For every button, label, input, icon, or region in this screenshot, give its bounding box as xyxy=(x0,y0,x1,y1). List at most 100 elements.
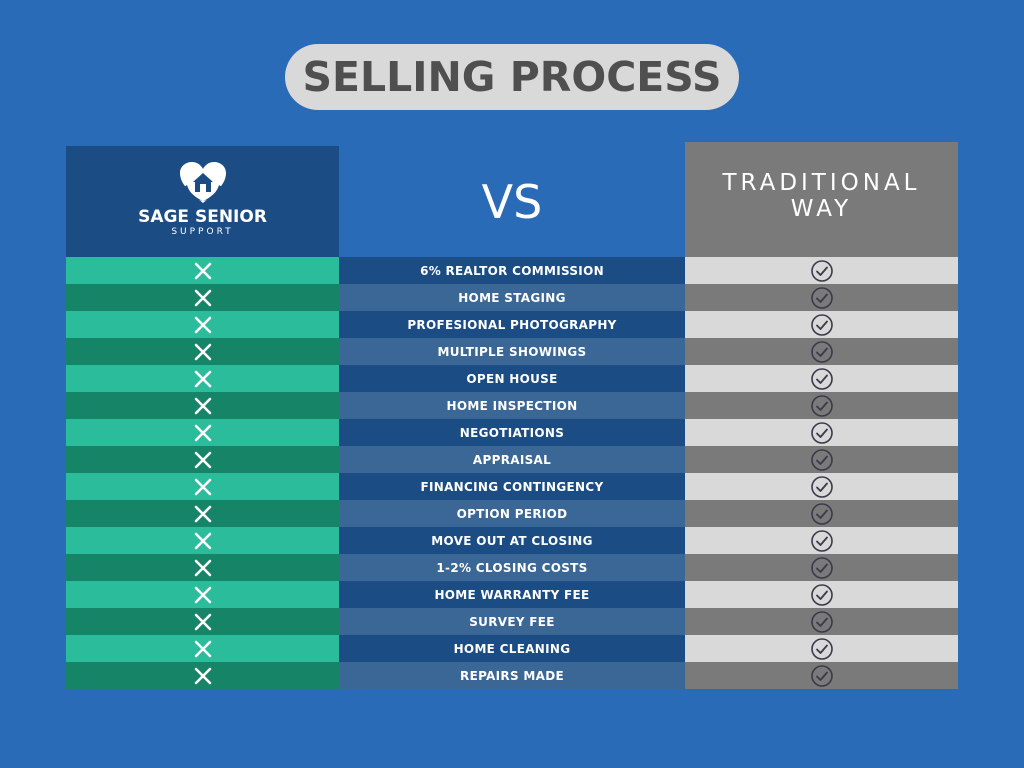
sage-cell xyxy=(66,419,339,446)
x-icon xyxy=(194,640,211,657)
comparison-table: 6% REALTOR COMMISSION HOME STAGING PROFESI… xyxy=(66,257,958,689)
sage-cell xyxy=(66,662,339,689)
x-icon xyxy=(194,316,211,333)
x-icon xyxy=(194,667,211,684)
check-circle-icon xyxy=(810,394,833,417)
row-label: 1-2% CLOSING COSTS xyxy=(339,554,685,581)
table-row: HOME CLEANING xyxy=(66,635,958,662)
sage-cell xyxy=(66,365,339,392)
row-label: APPRAISAL xyxy=(339,446,685,473)
table-row: HOME WARRANTY FEE xyxy=(66,581,958,608)
traditional-cell xyxy=(685,419,958,446)
traditional-cell xyxy=(685,311,958,338)
sage-cell xyxy=(66,581,339,608)
check-circle-icon xyxy=(810,259,833,282)
row-label: 6% REALTOR COMMISSION xyxy=(339,257,685,284)
traditional-line1: TRADITIONAL xyxy=(722,170,921,196)
brand-header: SAGE SENIOR SUPPORT xyxy=(66,146,339,257)
sage-cell xyxy=(66,608,339,635)
sage-cell xyxy=(66,527,339,554)
x-icon xyxy=(194,559,211,576)
x-icon xyxy=(194,370,211,387)
table-row: OPTION PERIOD xyxy=(66,500,958,527)
traditional-cell xyxy=(685,257,958,284)
brand-subtitle: SUPPORT xyxy=(171,226,234,237)
row-label: OPEN HOUSE xyxy=(339,365,685,392)
traditional-header: TRADITIONAL WAY xyxy=(685,142,958,257)
x-icon xyxy=(194,586,211,603)
sage-cell xyxy=(66,392,339,419)
row-label: NEGOTIATIONS xyxy=(339,419,685,446)
x-icon xyxy=(194,262,211,279)
traditional-cell xyxy=(685,473,958,500)
traditional-cell xyxy=(685,635,958,662)
sage-cell xyxy=(66,446,339,473)
traditional-cell xyxy=(685,554,958,581)
table-row: 6% REALTOR COMMISSION xyxy=(66,257,958,284)
check-circle-icon xyxy=(810,583,833,606)
table-row: REPAIRS MADE xyxy=(66,662,958,689)
page-title: SELLING PROCESS xyxy=(302,53,722,101)
check-circle-icon xyxy=(810,475,833,498)
row-label: MOVE OUT AT CLOSING xyxy=(339,527,685,554)
sage-cell xyxy=(66,284,339,311)
check-circle-icon xyxy=(810,421,833,444)
sage-cell xyxy=(66,500,339,527)
vs-label: VS xyxy=(481,174,543,229)
row-label: HOME STAGING xyxy=(339,284,685,311)
check-circle-icon xyxy=(810,610,833,633)
traditional-cell xyxy=(685,392,958,419)
sage-cell xyxy=(66,311,339,338)
traditional-cell xyxy=(685,446,958,473)
row-label: FINANCING CONTINGENCY xyxy=(339,473,685,500)
check-circle-icon xyxy=(810,448,833,471)
sage-cell xyxy=(66,257,339,284)
check-circle-icon xyxy=(810,502,833,525)
traditional-cell xyxy=(685,365,958,392)
row-label: PROFESIONAL PHOTOGRAPHY xyxy=(339,311,685,338)
table-row: PROFESIONAL PHOTOGRAPHY xyxy=(66,311,958,338)
table-row: 1-2% CLOSING COSTS xyxy=(66,554,958,581)
x-icon xyxy=(194,478,211,495)
table-row: FINANCING CONTINGENCY xyxy=(66,473,958,500)
table-row: NEGOTIATIONS xyxy=(66,419,958,446)
x-icon xyxy=(194,424,211,441)
traditional-cell xyxy=(685,608,958,635)
table-row: MOVE OUT AT CLOSING xyxy=(66,527,958,554)
x-icon xyxy=(194,343,211,360)
sage-cell xyxy=(66,338,339,365)
row-label: HOME CLEANING xyxy=(339,635,685,662)
table-row: OPEN HOUSE xyxy=(66,365,958,392)
x-icon xyxy=(194,289,211,306)
sage-cell xyxy=(66,635,339,662)
table-row: SURVEY FEE xyxy=(66,608,958,635)
heart-house-logo-icon xyxy=(179,161,226,203)
traditional-line2: WAY xyxy=(790,196,853,222)
traditional-cell xyxy=(685,338,958,365)
row-label: HOME WARRANTY FEE xyxy=(339,581,685,608)
check-circle-icon xyxy=(810,286,833,309)
traditional-cell xyxy=(685,284,958,311)
row-label: HOME INSPECTION xyxy=(339,392,685,419)
brand-name: SAGE SENIOR xyxy=(138,206,267,227)
row-label: SURVEY FEE xyxy=(339,608,685,635)
row-label: REPAIRS MADE xyxy=(339,662,685,689)
title-banner: SELLING PROCESS xyxy=(285,44,739,110)
row-label: OPTION PERIOD xyxy=(339,500,685,527)
check-circle-icon xyxy=(810,313,833,336)
table-row: APPRAISAL xyxy=(66,446,958,473)
check-circle-icon xyxy=(810,367,833,390)
x-icon xyxy=(194,532,211,549)
check-circle-icon xyxy=(810,664,833,687)
check-circle-icon xyxy=(810,340,833,363)
row-label: MULTIPLE SHOWINGS xyxy=(339,338,685,365)
check-circle-icon xyxy=(810,637,833,660)
table-row: HOME INSPECTION xyxy=(66,392,958,419)
x-icon xyxy=(194,613,211,630)
traditional-cell xyxy=(685,500,958,527)
table-row: HOME STAGING xyxy=(66,284,958,311)
traditional-cell xyxy=(685,581,958,608)
x-icon xyxy=(194,451,211,468)
x-icon xyxy=(194,505,211,522)
traditional-cell xyxy=(685,527,958,554)
